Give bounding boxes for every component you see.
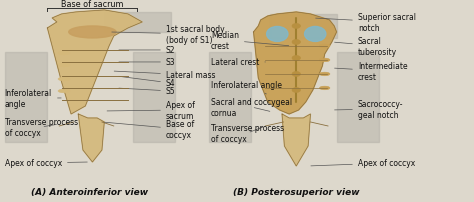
Polygon shape [282,114,310,166]
Ellipse shape [58,52,70,56]
Text: Transverse process
of coccyx: Transverse process of coccyx [5,118,78,137]
Ellipse shape [69,27,116,39]
Bar [104,13,171,33]
Text: Lateral mass: Lateral mass [114,71,215,80]
Ellipse shape [266,27,288,42]
Ellipse shape [319,45,330,48]
Text: Transverse process
of coccyx: Transverse process of coccyx [211,124,284,143]
Text: Base of
coccyx: Base of coccyx [105,120,194,139]
Text: 1st sacral body
(body of S1): 1st sacral body (body of S1) [112,25,225,44]
Text: Inferolateral angle: Inferolateral angle [211,81,282,95]
Bar [5,53,47,142]
Bar [209,53,251,142]
Ellipse shape [304,27,326,42]
Ellipse shape [58,90,70,93]
Text: S4: S4 [119,77,175,88]
Polygon shape [47,11,142,114]
Bar [270,15,337,39]
Ellipse shape [319,59,330,62]
Text: S2: S2 [119,46,175,55]
Text: Inferolateral
angle: Inferolateral angle [5,89,61,108]
Ellipse shape [58,78,70,81]
Ellipse shape [292,24,301,29]
Text: Apex of coccyx: Apex of coccyx [5,159,87,168]
Text: Median
crest: Median crest [211,31,289,50]
Text: Base of sacrum: Base of sacrum [61,0,124,9]
Text: Intermediate
crest: Intermediate crest [335,62,408,81]
Ellipse shape [319,73,330,76]
Polygon shape [254,13,337,114]
Bar [133,53,175,142]
Ellipse shape [58,64,70,67]
Text: Apex of coccyx: Apex of coccyx [311,159,415,168]
Text: Apex of
sacrum: Apex of sacrum [107,101,195,120]
Bar [337,53,379,142]
Text: Sacral
tuberosity: Sacral tuberosity [335,37,397,56]
Text: Sacral and coccygeal
cornua: Sacral and coccygeal cornua [211,98,292,117]
Text: Lateral crest: Lateral crest [211,58,265,67]
Ellipse shape [292,72,301,77]
Ellipse shape [292,56,301,61]
Text: (B) Posterosuperior view: (B) Posterosuperior view [233,187,360,196]
Polygon shape [78,114,104,162]
Text: S5: S5 [119,87,175,96]
Text: S3: S3 [119,58,175,67]
Ellipse shape [292,88,301,93]
Text: (A) Anteroinferior view: (A) Anteroinferior view [31,187,149,196]
Text: Superior sacral
notch: Superior sacral notch [316,13,416,33]
Ellipse shape [292,40,301,45]
Ellipse shape [319,87,330,90]
Text: Sacrococcy-
geal notch: Sacrococcy- geal notch [335,100,403,119]
